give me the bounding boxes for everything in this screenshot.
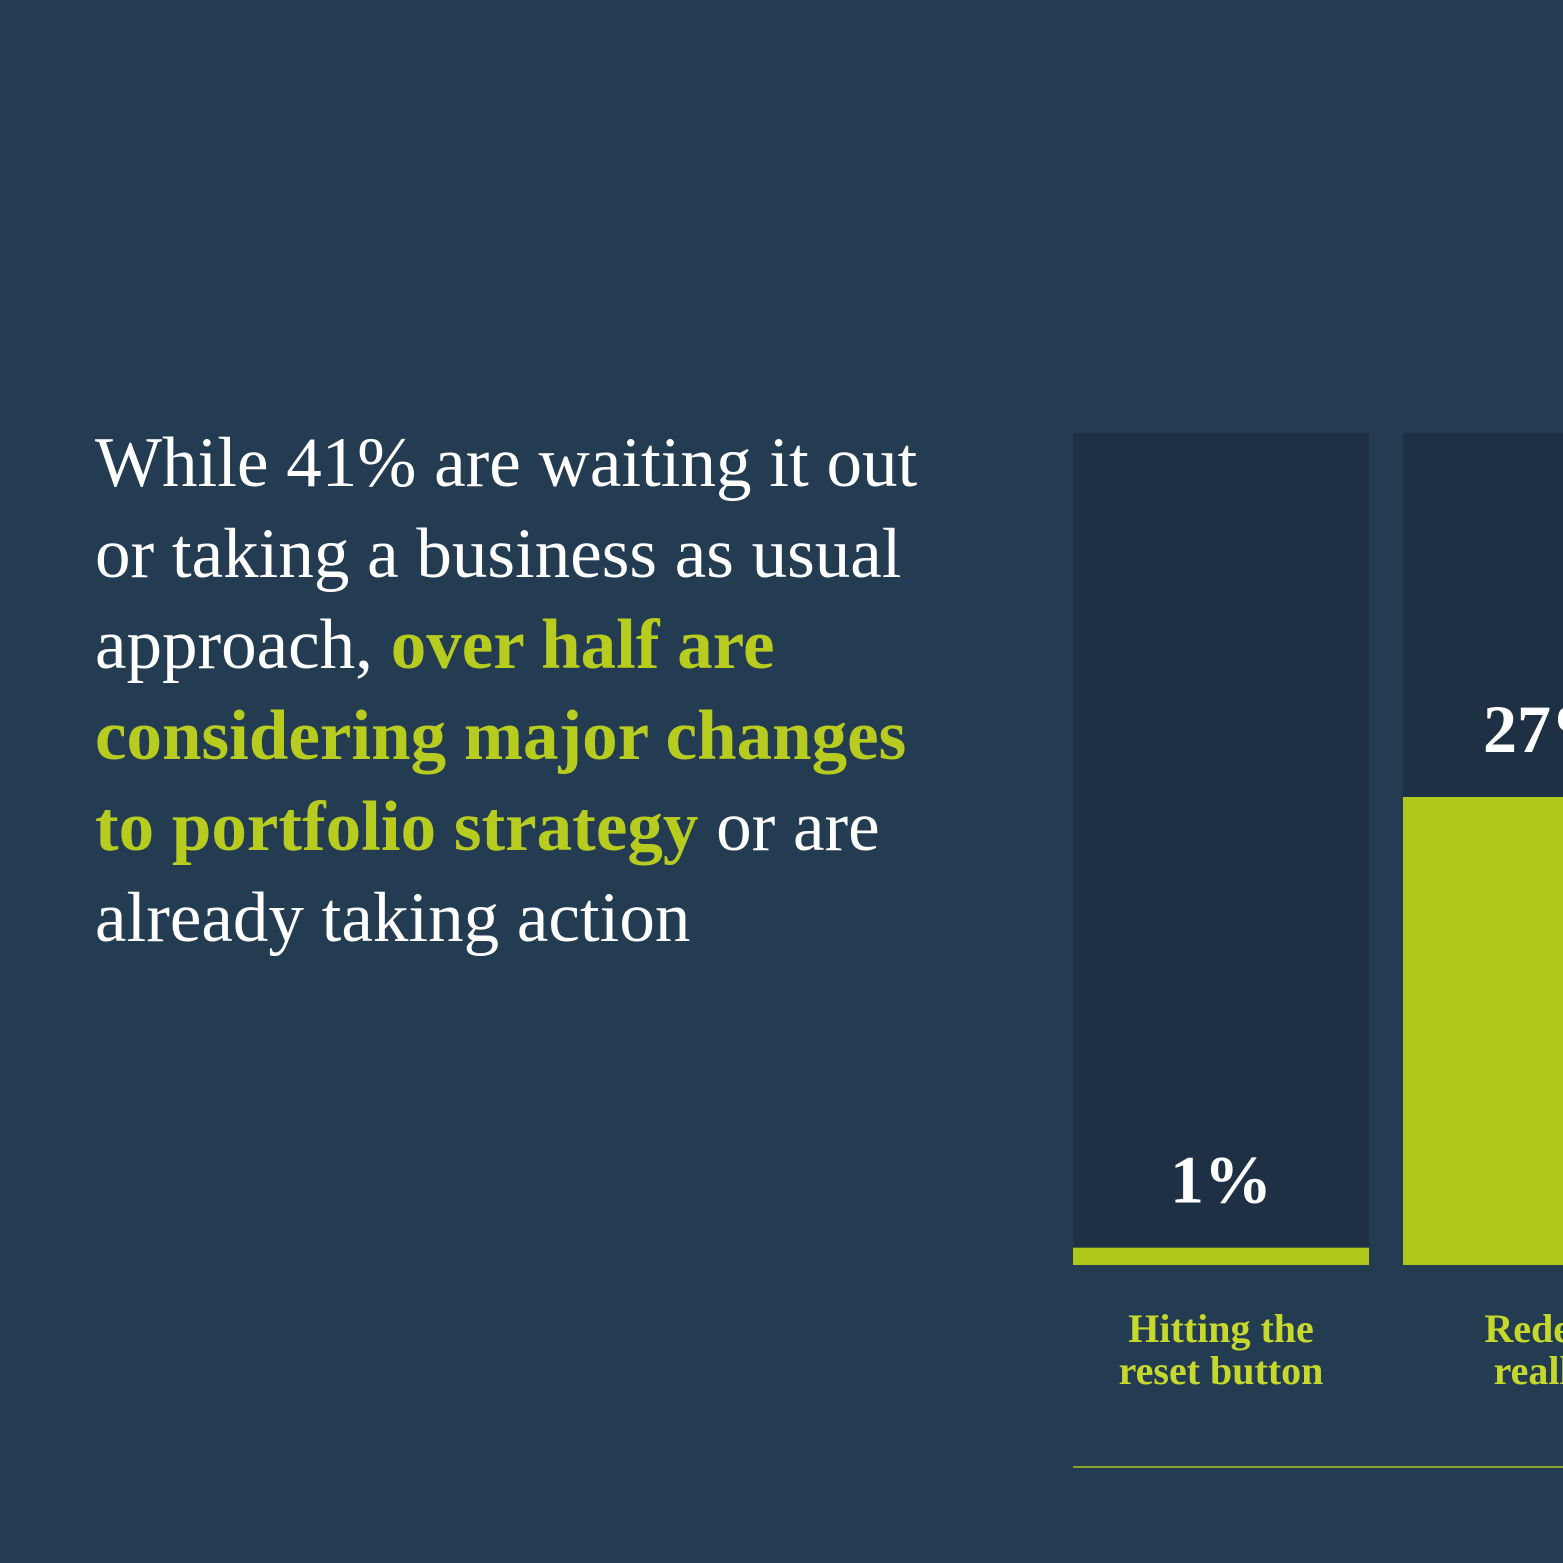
value-label: 1% <box>1170 1142 1272 1218</box>
headline-highlight: over half are considering major changes … <box>95 606 907 866</box>
headline-tail: or are already taking action <box>95 788 880 957</box>
value-label: 27% <box>1483 691 1563 767</box>
bar <box>1403 797 1563 1265</box>
bar-track <box>1073 433 1369 1265</box>
headline-lead: While 41% are waiting it out or taking a… <box>95 424 918 684</box>
headline: While 41% are waiting it out or taking a… <box>95 418 955 964</box>
category-label: Redefin <box>1484 1306 1563 1351</box>
category-label: reset button <box>1119 1348 1324 1393</box>
category-label: Hitting the <box>1128 1306 1314 1351</box>
category-label: realloc <box>1494 1348 1563 1393</box>
bar <box>1073 1247 1369 1265</box>
